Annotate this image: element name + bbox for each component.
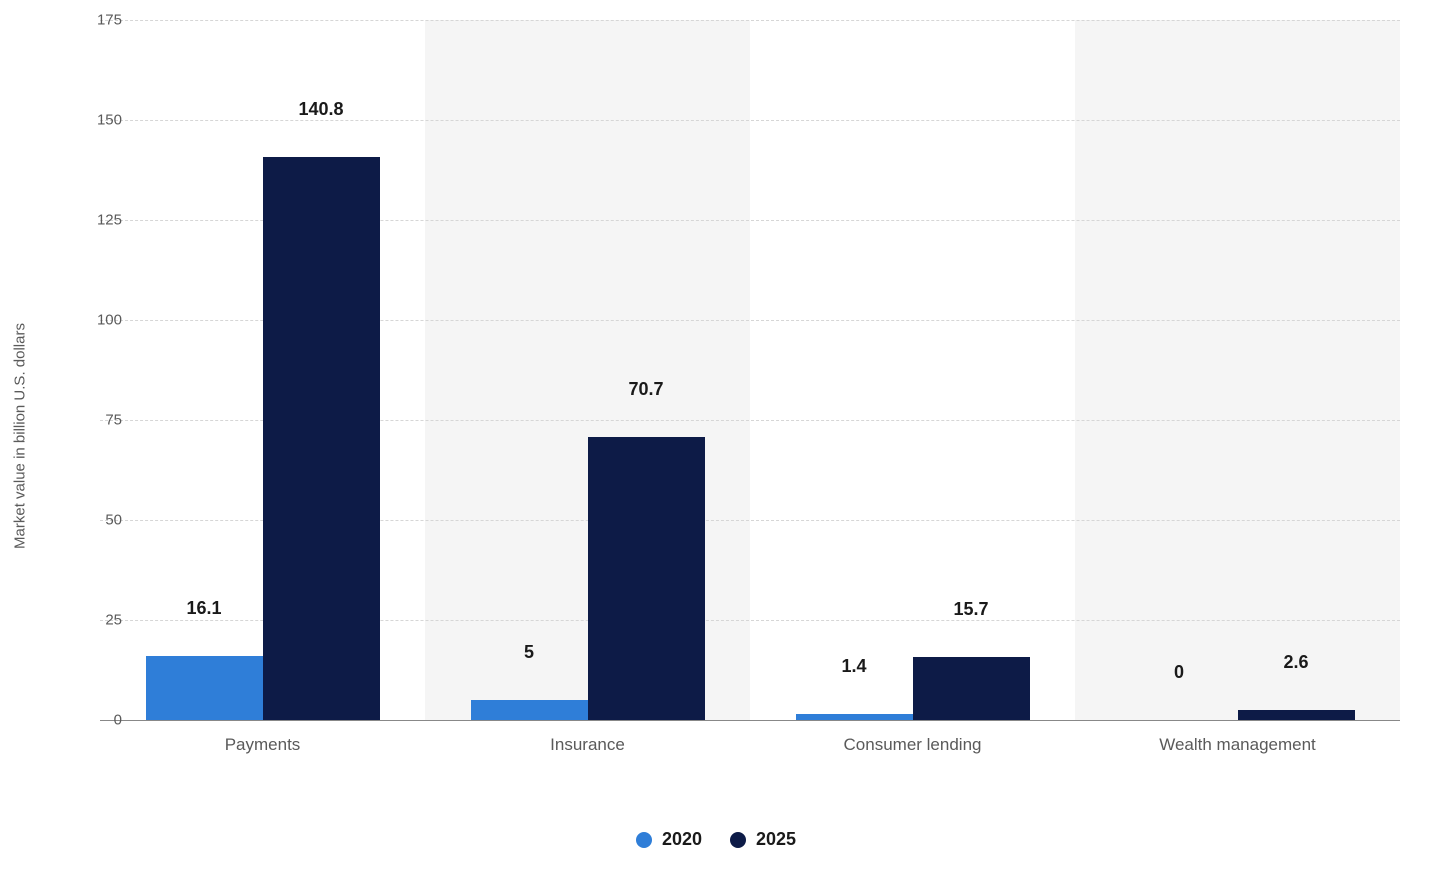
x-tick-label: Wealth management bbox=[1159, 735, 1316, 755]
bar[interactable] bbox=[796, 714, 913, 720]
y-tick-label: 0 bbox=[114, 712, 122, 729]
bar[interactable] bbox=[913, 657, 1030, 720]
legend: 2020 2025 bbox=[0, 829, 1432, 850]
bar[interactable] bbox=[471, 700, 588, 720]
y-tick-label: 50 bbox=[105, 512, 122, 529]
legend-label: 2020 bbox=[662, 829, 702, 850]
bar[interactable] bbox=[1238, 710, 1355, 720]
plot-area: 16.1 140.8 5 70.7 1.4 15.7 0 2.6 bbox=[100, 20, 1400, 720]
bar-value-label: 0 bbox=[1174, 662, 1184, 691]
legend-item[interactable]: 2020 bbox=[636, 829, 702, 850]
x-tick-label: Payments bbox=[225, 735, 301, 755]
bar-value-label: 1.4 bbox=[841, 656, 866, 685]
y-tick-label: 150 bbox=[97, 112, 122, 129]
bar-value-label: 5 bbox=[524, 642, 534, 671]
bar-value-label: 140.8 bbox=[298, 99, 343, 128]
bar-value-label: 2.6 bbox=[1283, 652, 1308, 681]
bar-value-label: 15.7 bbox=[953, 599, 988, 628]
bar[interactable] bbox=[588, 437, 705, 720]
chart-container: Market value in billion U.S. dollars 16.… bbox=[0, 0, 1432, 872]
y-tick-label: 125 bbox=[97, 212, 122, 229]
gridline bbox=[100, 720, 1400, 721]
y-tick-label: 175 bbox=[97, 12, 122, 29]
y-axis-label: Market value in billion U.S. dollars bbox=[12, 323, 29, 549]
x-tick-label: Insurance bbox=[550, 735, 625, 755]
y-tick-label: 75 bbox=[105, 412, 122, 429]
legend-swatch bbox=[730, 832, 746, 848]
bar[interactable] bbox=[263, 157, 380, 720]
legend-swatch bbox=[636, 832, 652, 848]
category-band bbox=[1075, 20, 1400, 720]
bar-value-label: 16.1 bbox=[186, 598, 221, 627]
legend-item[interactable]: 2025 bbox=[730, 829, 796, 850]
gridline bbox=[100, 20, 1400, 21]
bar[interactable] bbox=[146, 656, 263, 720]
y-tick-label: 100 bbox=[97, 312, 122, 329]
x-tick-label: Consumer lending bbox=[844, 735, 982, 755]
legend-label: 2025 bbox=[756, 829, 796, 850]
gridline bbox=[100, 120, 1400, 121]
bar-value-label: 70.7 bbox=[628, 379, 663, 408]
y-tick-label: 25 bbox=[105, 612, 122, 629]
